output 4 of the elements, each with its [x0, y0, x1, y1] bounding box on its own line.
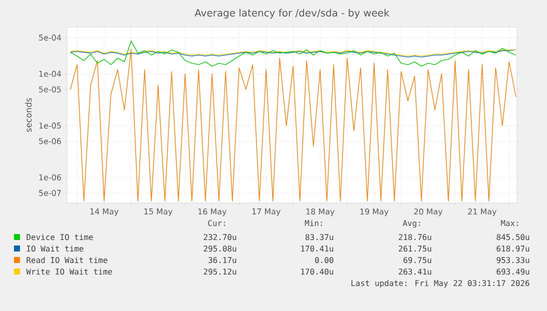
chart-title: Average latency for /dev/sda - by week — [194, 8, 390, 19]
line-series — [70, 48, 516, 202]
y-axis-title: seconds — [25, 98, 32, 132]
line-series — [70, 40, 516, 67]
